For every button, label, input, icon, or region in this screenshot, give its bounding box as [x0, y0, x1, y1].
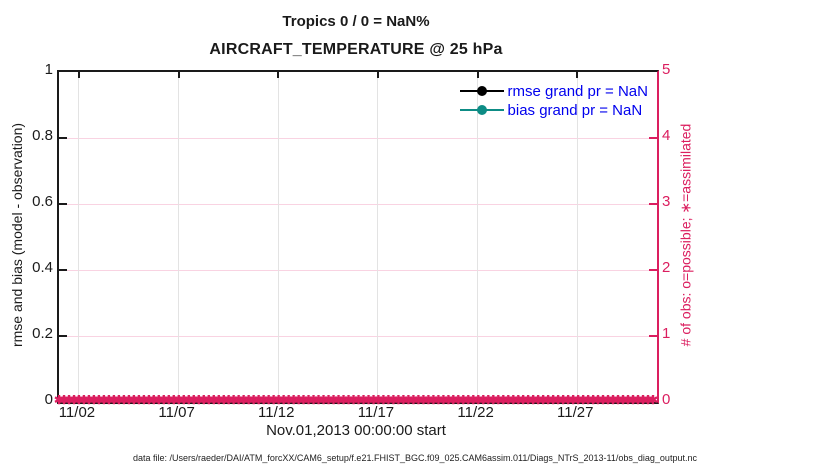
legend-entry-bias: bias grand pr = NaN [459, 101, 648, 119]
gridline-vertical [576, 72, 578, 402]
left-axis-tick [59, 203, 67, 205]
gridline-horizontal [59, 137, 657, 139]
gridline-vertical [78, 72, 80, 402]
x-tick-label: 11/22 [457, 404, 494, 421]
gridline-horizontal [59, 335, 657, 337]
plot-area [57, 70, 659, 404]
right-y-tick-label: 2 [662, 259, 671, 276]
gridline-horizontal [59, 269, 657, 271]
left-axis-tick [59, 269, 67, 271]
left-y-axis-label: rmse and bias (model - observation) [9, 122, 25, 348]
right-axis-tick [649, 269, 657, 271]
data-file-footnote: data file: /Users/raeder/DAI/ATM_forcXX/… [133, 453, 697, 463]
right-y-axis-label: # of obs: o=possible; ∗=assimilated [677, 123, 694, 347]
plot-title: Tropics 0 / 0 = NaN% [282, 13, 430, 30]
right-y-tick-label: 3 [662, 193, 671, 210]
gridline-vertical [377, 72, 379, 402]
right-axis-tick [649, 137, 657, 139]
left-y-tick-label: 0.8 [32, 127, 53, 144]
rmse-line-marker-icon [459, 82, 504, 100]
left-y-tick-label: 0.6 [32, 193, 53, 210]
right-axis-tick [649, 203, 657, 205]
top-axis-tick [476, 72, 479, 78]
right-y-tick-label: 1 [662, 325, 671, 342]
gridline-vertical [477, 72, 479, 402]
left-axis-tick [59, 137, 67, 139]
right-y-tick-label: 5 [662, 61, 671, 78]
top-axis-tick [77, 72, 80, 78]
right-axis-tick [649, 335, 657, 337]
gridline-vertical [178, 72, 180, 402]
x-tick-label: 11/12 [258, 404, 295, 421]
left-axis-tick [59, 335, 67, 337]
right-y-tick-label: 4 [662, 127, 671, 144]
x-axis-label: Nov.01,2013 00:00:00 start [266, 422, 446, 439]
top-axis-tick [177, 72, 180, 78]
legend: rmse grand pr = NaN bias grand pr = NaN [459, 82, 648, 119]
right-y-tick-label: 0 [662, 391, 671, 408]
left-y-tick-label: 1 [44, 61, 53, 78]
top-axis-tick [376, 72, 379, 78]
top-axis-tick [576, 72, 579, 78]
left-y-tick-label: 0 [44, 391, 53, 408]
x-tick-label: 11/07 [158, 404, 195, 421]
left-y-tick-label: 0.4 [32, 259, 53, 276]
bias-line-marker-icon [459, 101, 504, 119]
plot-subtitle: AIRCRAFT_TEMPERATURE @ 25 hPa [209, 41, 503, 58]
gridline-horizontal [59, 203, 657, 205]
legend-entry-rmse: rmse grand pr = NaN [459, 82, 648, 100]
top-axis-tick [277, 72, 280, 78]
left-y-tick-label: 0.2 [32, 325, 53, 342]
legend-label-rmse: rmse grand pr = NaN [507, 82, 648, 100]
gridline-vertical [277, 72, 279, 402]
x-tick-label: 11/17 [357, 404, 395, 421]
x-tick-label: 11/02 [58, 404, 96, 421]
x-tick-label: 11/27 [557, 404, 594, 421]
legend-label-bias: bias grand pr = NaN [507, 101, 643, 119]
